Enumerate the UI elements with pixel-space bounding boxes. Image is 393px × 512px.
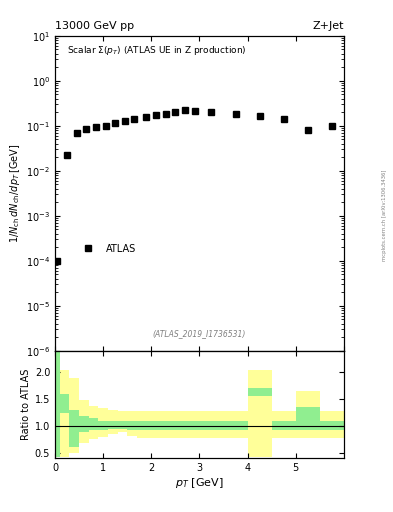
Bar <box>200 421 224 430</box>
X-axis label: $p_T$ [GeV]: $p_T$ [GeV] <box>175 476 224 490</box>
Bar <box>127 421 137 430</box>
Bar <box>320 421 344 430</box>
Bar <box>118 411 127 433</box>
Text: Scalar $\Sigma(p_T)$ (ATLAS UE in Z production): Scalar $\Sigma(p_T)$ (ATLAS UE in Z prod… <box>66 44 246 57</box>
Bar <box>108 410 118 434</box>
Bar <box>272 411 296 438</box>
Bar <box>320 411 344 438</box>
ATLAS <box>74 130 79 136</box>
Line: ATLAS: ATLAS <box>55 108 334 264</box>
Bar <box>147 411 156 438</box>
Bar <box>147 421 156 430</box>
Legend: ATLAS: ATLAS <box>74 240 140 258</box>
Bar <box>60 370 70 457</box>
ATLAS <box>209 109 214 115</box>
Bar <box>166 411 175 438</box>
Text: Z+Jet: Z+Jet <box>312 21 344 31</box>
ATLAS <box>305 126 310 133</box>
ATLAS <box>154 112 158 118</box>
ATLAS <box>281 116 286 122</box>
Bar <box>248 388 272 396</box>
ATLAS <box>113 120 118 126</box>
ATLAS <box>103 123 108 129</box>
ATLAS <box>163 111 168 117</box>
Bar <box>70 410 79 447</box>
Bar <box>55 351 60 457</box>
ATLAS <box>84 126 89 132</box>
Bar <box>248 370 272 457</box>
ATLAS <box>192 108 197 114</box>
ATLAS <box>233 111 238 117</box>
ATLAS <box>183 108 187 114</box>
ATLAS <box>329 123 334 130</box>
Bar <box>224 411 248 438</box>
Bar <box>200 411 224 438</box>
Text: 13000 GeV pp: 13000 GeV pp <box>55 21 134 31</box>
Bar <box>296 391 320 438</box>
Bar <box>98 408 108 437</box>
Bar <box>89 406 98 439</box>
Bar <box>185 421 200 430</box>
Bar <box>55 351 60 457</box>
Bar <box>185 411 200 438</box>
Text: mcplots.cern.ch [arXiv:1306.3436]: mcplots.cern.ch [arXiv:1306.3436] <box>382 169 387 261</box>
Y-axis label: Ratio to ATLAS: Ratio to ATLAS <box>20 369 31 440</box>
ATLAS <box>94 124 98 130</box>
Bar <box>272 421 296 430</box>
Bar <box>175 421 185 430</box>
Bar <box>156 421 166 430</box>
Bar <box>70 378 79 453</box>
Bar <box>98 421 108 430</box>
Bar <box>79 400 89 443</box>
ATLAS <box>173 109 178 115</box>
ATLAS <box>65 152 70 158</box>
Bar <box>137 421 147 430</box>
ATLAS <box>55 258 60 264</box>
Bar <box>166 421 175 430</box>
Bar <box>296 407 320 430</box>
Bar <box>156 411 166 438</box>
ATLAS <box>123 118 127 124</box>
Bar <box>108 421 118 429</box>
Bar <box>79 416 89 433</box>
Bar <box>175 411 185 438</box>
Bar <box>127 411 137 436</box>
ATLAS <box>257 113 262 119</box>
Bar <box>60 394 70 413</box>
ATLAS <box>132 116 137 122</box>
Text: (ATLAS_2019_I1736531): (ATLAS_2019_I1736531) <box>153 329 246 338</box>
Bar <box>118 421 127 429</box>
Bar <box>89 418 98 430</box>
ATLAS <box>144 114 149 120</box>
Y-axis label: $1/N_\mathrm{ch}\,dN_\mathrm{ch}/dp_T\,[\mathrm{GeV}]$: $1/N_\mathrm{ch}\,dN_\mathrm{ch}/dp_T\,[… <box>8 143 22 243</box>
Bar <box>224 421 248 430</box>
Bar <box>137 411 147 438</box>
